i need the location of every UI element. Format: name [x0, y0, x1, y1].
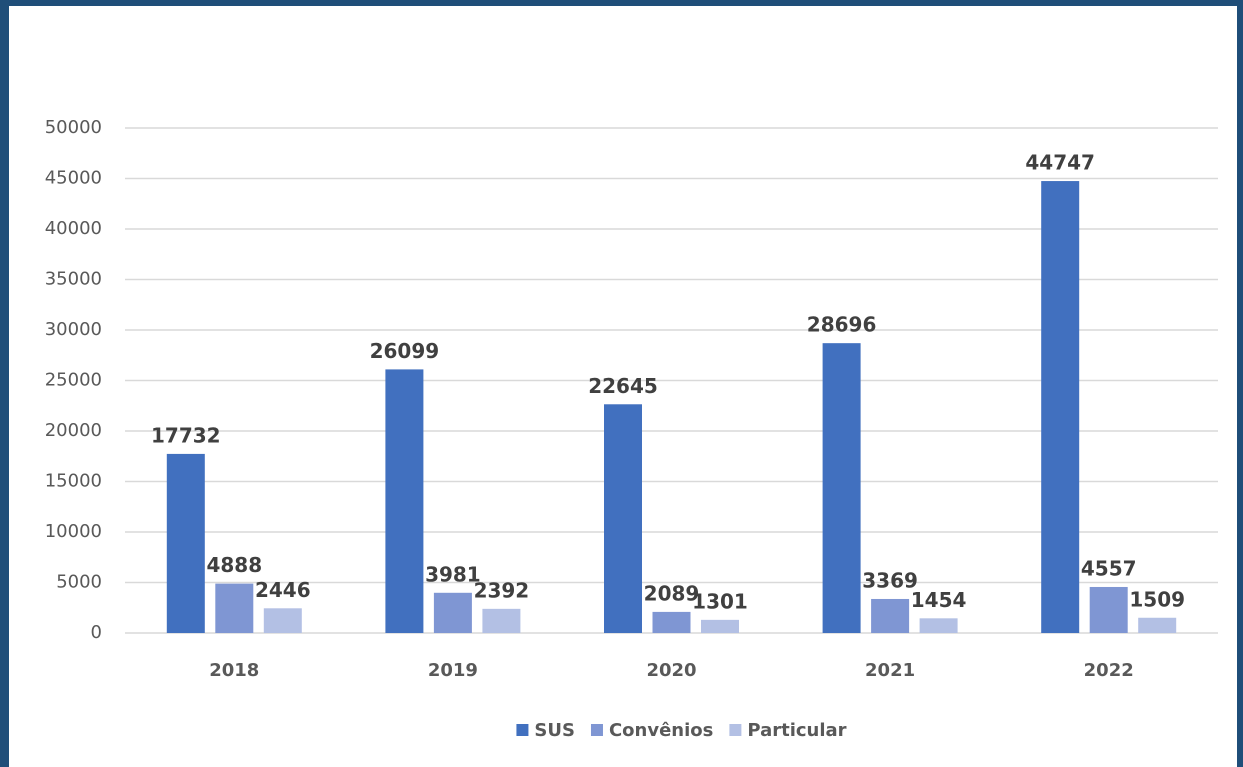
- bar: [1089, 586, 1128, 633]
- y-tick-label: 45000: [45, 168, 102, 189]
- frame-top: [0, 0, 1243, 6]
- bar: [652, 611, 691, 633]
- x-tick-label: 2021: [865, 660, 915, 681]
- data-label: 2446: [255, 578, 311, 602]
- bar: [482, 608, 521, 633]
- data-label: 1509: [1129, 587, 1185, 611]
- x-tick-label: 2020: [646, 660, 696, 681]
- legend-label: SUS: [534, 720, 575, 741]
- data-label: 3981: [425, 562, 481, 586]
- bar: [701, 619, 739, 633]
- legend-swatch: [590, 724, 603, 736]
- y-tick-label: 40000: [45, 218, 102, 239]
- data-label: 22645: [588, 374, 658, 398]
- x-tick-label: 2022: [1084, 660, 1134, 681]
- bar: [263, 608, 302, 633]
- bar: [385, 369, 424, 633]
- legend-swatch: [516, 724, 529, 736]
- bar: [822, 343, 861, 633]
- data-label: 26099: [370, 339, 440, 363]
- data-label: 3369: [862, 568, 918, 592]
- legend-label: Convênios: [609, 720, 713, 741]
- bar: [871, 598, 910, 633]
- y-tick-label: 10000: [45, 521, 102, 542]
- data-label: 2089: [644, 581, 700, 605]
- y-tick-label: 5000: [56, 572, 102, 593]
- y-tick-label: 20000: [45, 420, 102, 441]
- data-label: 28696: [807, 313, 877, 337]
- legend-label: Particular: [747, 720, 846, 741]
- bar: [919, 618, 958, 633]
- frame-right: [1237, 0, 1243, 767]
- frame-left: [0, 0, 9, 767]
- legend-swatch: [729, 724, 742, 736]
- y-tick-label: 35000: [45, 269, 102, 290]
- y-tick-label: 0: [91, 622, 102, 643]
- data-label: 17732: [151, 423, 221, 447]
- bar: [604, 404, 642, 633]
- bar: [215, 583, 254, 633]
- data-label: 44747: [1025, 151, 1095, 175]
- bar: [166, 453, 205, 633]
- data-label: 4557: [1081, 556, 1137, 580]
- y-tick-label: 25000: [45, 370, 102, 391]
- bar: [433, 592, 472, 633]
- data-label: 4888: [206, 553, 262, 577]
- y-tick-label: 15000: [45, 471, 102, 492]
- y-tick-label: 50000: [45, 117, 102, 138]
- data-label: 1454: [911, 588, 967, 612]
- data-label: 1301: [692, 589, 748, 613]
- x-tick-label: 2019: [428, 660, 478, 681]
- bar: [1041, 181, 1080, 633]
- x-tick-label: 2018: [209, 660, 259, 681]
- y-tick-label: 30000: [45, 319, 102, 340]
- bar: [1138, 617, 1177, 633]
- data-label: 2392: [474, 578, 530, 602]
